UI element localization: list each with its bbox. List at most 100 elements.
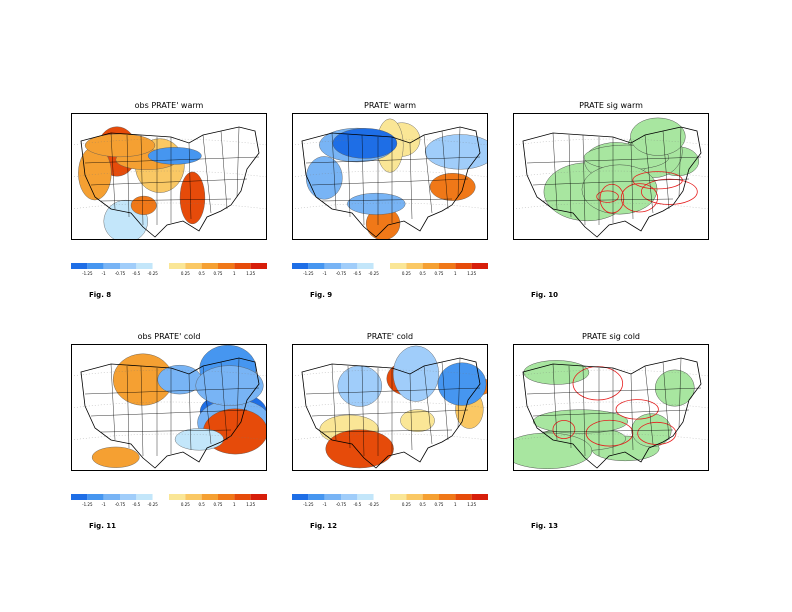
state-border bbox=[347, 134, 351, 218]
figure-label: Fig. 12 bbox=[310, 522, 338, 530]
sig-contour bbox=[552, 420, 576, 439]
colorbar-tick-label: -1 bbox=[102, 502, 106, 507]
latitude-line bbox=[71, 401, 267, 409]
anomaly-region bbox=[195, 365, 264, 406]
colorbar-tick-label: -0.5 bbox=[353, 271, 361, 276]
colorbar: -1.25 -1 -0.75 -0.5 -0.25 0.25 0.5 0.75 1 1.25 bbox=[71, 494, 267, 507]
colorbar-swatch bbox=[357, 263, 374, 269]
state-border bbox=[423, 134, 433, 214]
state-border bbox=[140, 134, 144, 226]
sig-contour bbox=[585, 419, 634, 447]
panel-title: obs PRATE' warm bbox=[134, 101, 204, 110]
latitude-line bbox=[513, 401, 709, 409]
latitude-line bbox=[292, 369, 488, 377]
significant-region bbox=[533, 409, 628, 434]
colorbar: -1.25 -1 -0.75 -0.5 -0.25 0.25 0.5 0.75 1 1.25 bbox=[292, 263, 488, 276]
map-frame bbox=[292, 344, 488, 471]
colorbar-swatch bbox=[373, 263, 390, 269]
latitude-line bbox=[71, 138, 267, 146]
colorbar-tick-label: -1.25 bbox=[82, 502, 93, 507]
map-frame bbox=[292, 113, 488, 240]
colorbar-swatch bbox=[250, 263, 267, 269]
colorbar-swatch bbox=[471, 263, 488, 269]
state-border bbox=[644, 134, 654, 214]
significant-region bbox=[513, 432, 593, 469]
anomaly-region bbox=[130, 195, 157, 215]
state-border bbox=[311, 409, 469, 417]
state-border bbox=[321, 429, 453, 433]
map-frame bbox=[513, 344, 709, 471]
colorbar-swatch bbox=[308, 263, 325, 269]
colorbar-tick-label: -0.75 bbox=[336, 271, 347, 276]
colorbar-swatch bbox=[185, 263, 202, 269]
colorbar-swatch bbox=[406, 263, 423, 269]
state-border bbox=[662, 361, 670, 441]
state-border bbox=[110, 132, 116, 210]
colorbar-swatch bbox=[136, 494, 153, 500]
state-border bbox=[542, 429, 674, 433]
panel-title: PRATE' cold bbox=[366, 332, 414, 341]
colorbar-swatch bbox=[439, 263, 456, 269]
map-panel bbox=[513, 344, 709, 471]
map-frame bbox=[513, 113, 709, 240]
colorbar-swatch bbox=[218, 494, 235, 500]
colorbar-tick-label: -0.25 bbox=[368, 271, 379, 276]
state-border bbox=[582, 134, 586, 226]
colorbar-tick-label: 1.25 bbox=[467, 502, 476, 507]
field-shading bbox=[91, 344, 267, 468]
latitude-line bbox=[513, 138, 709, 146]
colorbar-swatch bbox=[341, 263, 358, 269]
anomaly-region bbox=[325, 429, 394, 469]
latitude-line bbox=[513, 433, 709, 441]
sig-contour bbox=[599, 183, 625, 214]
colorbar-tick-label: 0.25 bbox=[402, 502, 411, 507]
panel-title: PRATE' warm bbox=[364, 101, 416, 110]
state-border bbox=[236, 126, 240, 198]
colorbar: -1.25 -1 -0.75 -0.5 -0.25 0.25 0.5 0.75 1 1.25 bbox=[71, 263, 267, 276]
colorbar-swatch bbox=[71, 494, 88, 500]
colorbar-swatch bbox=[120, 263, 137, 269]
sig-contour bbox=[620, 183, 659, 213]
colorbar-tick-label: -0.75 bbox=[115, 271, 126, 276]
field-shading bbox=[543, 117, 700, 222]
state-border bbox=[552, 132, 558, 210]
field-shading bbox=[513, 360, 695, 469]
colorbar-swatch bbox=[234, 494, 251, 500]
state-border bbox=[220, 361, 228, 441]
latitude-line bbox=[292, 202, 488, 210]
state-border bbox=[140, 365, 144, 457]
state-border bbox=[582, 365, 586, 457]
latitude-line bbox=[292, 433, 488, 441]
field-shading bbox=[319, 345, 488, 469]
colorbar-swatch bbox=[250, 494, 267, 500]
colorbar-tick-label: 0.5 bbox=[198, 502, 205, 507]
colorbar-tick-label: -1.25 bbox=[82, 271, 93, 276]
figure-label: Fig. 10 bbox=[531, 291, 559, 299]
colorbar-tick-label: 0.5 bbox=[198, 271, 205, 276]
state-border bbox=[126, 365, 130, 449]
colorbar-swatch bbox=[169, 494, 186, 500]
map-panel bbox=[292, 344, 488, 471]
state-border bbox=[441, 130, 449, 210]
latitude-line bbox=[71, 433, 267, 441]
colorbar-swatch bbox=[471, 494, 488, 500]
sig-contour bbox=[572, 366, 624, 401]
colorbar-swatch bbox=[201, 263, 218, 269]
colorbar-swatch bbox=[455, 263, 472, 269]
colorbar-tick-label: 0.5 bbox=[419, 271, 426, 276]
significant-region bbox=[523, 360, 590, 385]
significant-region bbox=[581, 164, 658, 215]
state-border bbox=[526, 387, 702, 395]
state-border bbox=[678, 357, 682, 429]
colorbar-swatch bbox=[357, 494, 374, 500]
sig-contour bbox=[596, 190, 619, 203]
colorbar-tick-label: -0.25 bbox=[147, 502, 158, 507]
colorbar-tick-label: 0.75 bbox=[214, 271, 223, 276]
colorbar-swatch bbox=[152, 263, 169, 269]
state-border bbox=[678, 126, 682, 198]
colorbar-swatch bbox=[308, 494, 325, 500]
anomaly-region bbox=[157, 364, 202, 395]
state-border bbox=[202, 134, 212, 214]
anomaly-region bbox=[91, 446, 140, 468]
colorbar-tick-label: 0.75 bbox=[435, 271, 444, 276]
